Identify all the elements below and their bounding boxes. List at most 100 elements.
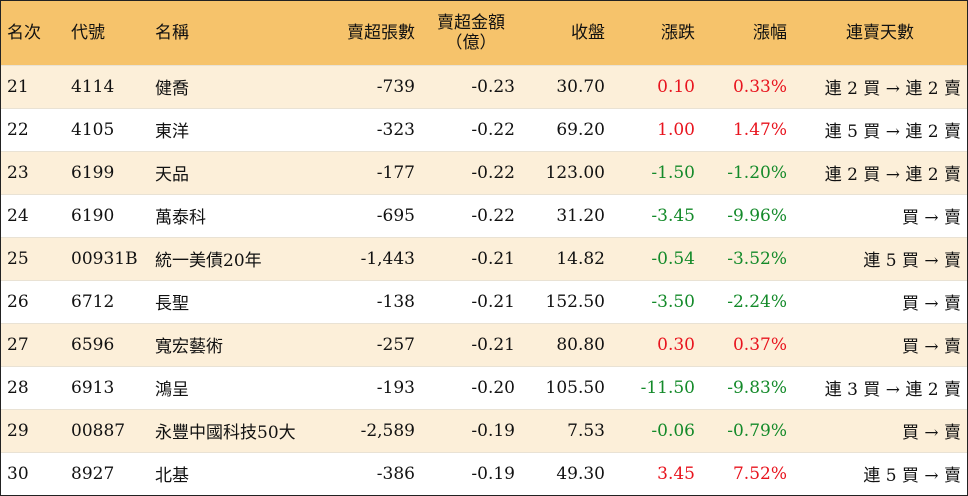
cell-streak: 連 5 買 → 連 2 賣 xyxy=(824,122,961,142)
cell-net-sell-amount: -0.20 xyxy=(471,377,515,398)
cell-change: -3.50 xyxy=(651,291,695,312)
cell-rank: 27 xyxy=(7,334,29,355)
cell-streak: 買 → 賣 xyxy=(901,337,961,357)
cell-change-pct: -3.52% xyxy=(727,248,787,269)
cell-close: 69.20 xyxy=(556,119,605,140)
cell-rank: 30 xyxy=(7,463,29,484)
cell-net-sell-shares: -695 xyxy=(376,205,415,226)
cell-change: -3.45 xyxy=(651,205,695,226)
cell-name: 寬宏藝術 xyxy=(155,337,223,357)
cell-name: 健喬 xyxy=(155,79,189,99)
table-row[interactable]: 30 8927 北基 -386 -0.19 49.30 3.45 7.52% 連 5 買 → 賣 xyxy=(1,452,967,495)
cell-net-sell-shares: -138 xyxy=(376,291,415,312)
cell-change-pct: 1.47% xyxy=(732,119,787,140)
table-row[interactable]: 23 6199 天品 -177 -0.22 123.00 -1.50 -1.20% 連 2 買 … xyxy=(1,151,967,194)
cell-code: 00931B xyxy=(71,248,138,269)
cell-name: 永豐中國科技50大 xyxy=(155,423,296,443)
cell-close: 31.20 xyxy=(556,205,605,226)
cell-net-sell-shares: -386 xyxy=(376,463,415,484)
cell-close: 7.53 xyxy=(567,420,605,441)
table-row[interactable]: 28 6913 鴻呈 -193 -0.20 105.50 -11.50 -9.83% 連 3 買… xyxy=(1,366,967,409)
cell-change-pct: 0.37% xyxy=(732,334,787,355)
cell-change-pct: 0.33% xyxy=(732,76,787,97)
cell-change: -0.06 xyxy=(651,420,695,441)
cell-net-sell-amount: -0.23 xyxy=(471,76,515,97)
cell-net-sell-amount: -0.21 xyxy=(471,334,515,355)
cell-code: 8927 xyxy=(71,463,115,484)
cell-change-pct: -9.83% xyxy=(727,377,787,398)
cell-name: 統一美債20年 xyxy=(155,251,262,271)
header-code[interactable]: 代號 xyxy=(71,22,105,43)
cell-streak: 買 → 賣 xyxy=(901,208,961,228)
cell-rank: 22 xyxy=(7,119,29,140)
table-row[interactable]: 25 00931B 統一美債20年 -1,443 -0.21 14.82 -0.54 -3.5… xyxy=(1,237,967,280)
cell-net-sell-amount: -0.19 xyxy=(471,420,515,441)
table-row[interactable]: 29 00887 永豐中國科技50大 -2,589 -0.19 7.53 -0.06 -0.7… xyxy=(1,409,967,452)
header-change-pct[interactable]: 漲幅 xyxy=(753,22,787,43)
header-net-sell-shares[interactable]: 賣超張數 xyxy=(347,22,415,43)
cell-change-pct: -2.24% xyxy=(727,291,787,312)
table-row[interactable]: 22 4105 東洋 -323 -0.22 69.20 1.00 1.47% 連 5 買 → 連… xyxy=(1,108,967,151)
cell-net-sell-amount: -0.22 xyxy=(471,205,515,226)
cell-change-pct: 7.52% xyxy=(732,463,787,484)
cell-name: 萬泰科 xyxy=(155,208,206,228)
header-streak[interactable]: 連賣天數 xyxy=(846,22,914,43)
cell-streak: 買 → 賣 xyxy=(901,294,961,314)
table-row[interactable]: 27 6596 寬宏藝術 -257 -0.21 80.80 0.30 0.37% 買 → 賣 xyxy=(1,323,967,366)
cell-net-sell-shares: -177 xyxy=(376,162,415,183)
header-net-sell-amount-line1: 賣超金額 xyxy=(437,12,505,33)
cell-code: 6190 xyxy=(71,205,115,226)
cell-rank: 21 xyxy=(7,76,29,97)
cell-rank: 29 xyxy=(7,420,29,441)
cell-change: -11.50 xyxy=(640,377,695,398)
cell-streak: 連 2 買 → 連 2 賣 xyxy=(824,79,961,99)
cell-net-sell-shares: -193 xyxy=(376,377,415,398)
cell-code: 00887 xyxy=(71,420,126,441)
cell-streak: 連 5 買 → 賣 xyxy=(863,466,961,487)
cell-close: 80.80 xyxy=(556,334,605,355)
cell-code: 6199 xyxy=(71,162,115,183)
table-row[interactable]: 21 4114 健喬 -739 -0.23 30.70 0.10 0.33% 連 2 買 → 連… xyxy=(1,65,967,108)
cell-net-sell-amount: -0.19 xyxy=(471,463,515,484)
cell-net-sell-amount: -0.22 xyxy=(471,162,515,183)
cell-name: 東洋 xyxy=(155,122,189,142)
cell-close: 30.70 xyxy=(556,76,605,97)
cell-streak: 買 → 賣 xyxy=(901,423,961,443)
cell-code: 4114 xyxy=(71,76,115,97)
cell-close: 105.50 xyxy=(545,377,605,398)
table-row[interactable]: 26 6712 長聖 -138 -0.21 152.50 -3.50 -2.24% 買 → 賣 xyxy=(1,280,967,323)
cell-code: 6596 xyxy=(71,334,115,355)
cell-close: 123.00 xyxy=(545,162,605,183)
cell-net-sell-amount: -0.22 xyxy=(471,119,515,140)
cell-close: 49.30 xyxy=(556,463,605,484)
cell-streak: 連 2 買 → 連 2 賣 xyxy=(824,165,961,185)
cell-net-sell-shares: -257 xyxy=(376,334,415,355)
cell-close: 14.82 xyxy=(556,248,605,269)
cell-rank: 23 xyxy=(7,162,29,183)
header-close[interactable]: 收盤 xyxy=(571,22,605,43)
header-name[interactable]: 名稱 xyxy=(155,22,189,43)
header-change[interactable]: 漲跌 xyxy=(661,22,695,43)
table-row[interactable]: 24 6190 萬泰科 -695 -0.22 31.20 -3.45 -9.96% 買 → 賣 xyxy=(1,194,967,237)
cell-code: 4105 xyxy=(71,119,115,140)
cell-net-sell-shares: -323 xyxy=(376,119,415,140)
cell-change: 0.10 xyxy=(657,76,695,97)
cell-change: -0.54 xyxy=(651,248,695,269)
header-rank[interactable]: 名次 xyxy=(7,22,41,43)
table-body: 21 4114 健喬 -739 -0.23 30.70 0.10 0.33% 連 2 買 → 連… xyxy=(1,65,967,495)
cell-close: 152.50 xyxy=(545,291,605,312)
cell-rank: 25 xyxy=(7,248,29,269)
cell-change: -1.50 xyxy=(651,162,695,183)
cell-streak: 連 5 買 → 賣 xyxy=(863,251,961,271)
header-net-sell-amount[interactable]: 賣超金額 （億） xyxy=(421,1,521,65)
cell-rank: 28 xyxy=(7,377,29,398)
cell-name: 天品 xyxy=(155,165,189,185)
cell-change: 3.45 xyxy=(657,463,695,484)
cell-name: 長聖 xyxy=(155,294,189,314)
table-header-row: 名次 代號 名稱 賣超張數 賣超金額 （億） 收盤 漲跌 漲幅 連賣天數 xyxy=(1,1,967,65)
cell-rank: 24 xyxy=(7,205,29,226)
cell-change-pct: -9.96% xyxy=(727,205,787,226)
cell-change-pct: -0.79% xyxy=(727,420,787,441)
